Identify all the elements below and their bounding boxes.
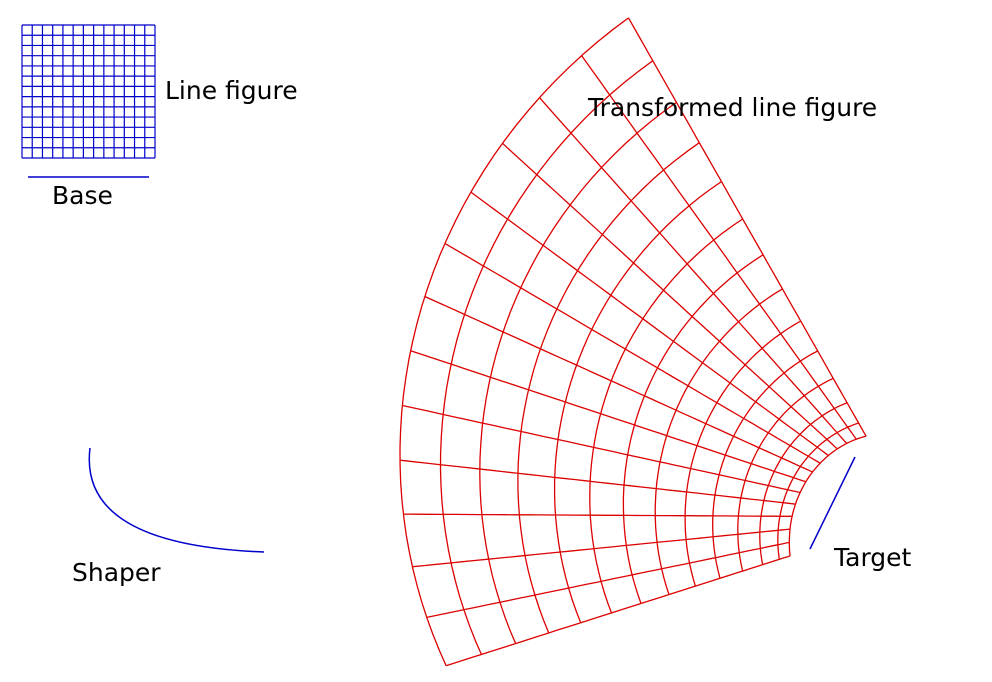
radial-line	[444, 242, 821, 464]
transformed-label: Transformed line figure	[587, 93, 877, 122]
arc-line	[517, 142, 700, 634]
arc-line	[712, 350, 818, 579]
arc-line	[737, 377, 834, 572]
arc-line	[777, 422, 859, 560]
arc-line	[589, 218, 744, 614]
radial-line	[539, 97, 848, 444]
arc-line	[439, 60, 654, 655]
radial-line	[470, 191, 829, 457]
base-label: Base	[52, 181, 113, 210]
radial-line	[410, 350, 807, 483]
radial-line	[412, 528, 791, 568]
radial-line	[426, 541, 790, 619]
radial-line	[399, 459, 796, 505]
shaper-label: Shaper	[72, 558, 161, 587]
arc-line	[759, 402, 848, 565]
arc-line	[654, 288, 783, 595]
line-figure-grid	[21, 24, 156, 159]
arc-line	[622, 254, 764, 604]
radial-line	[581, 55, 857, 440]
radial-line	[402, 404, 801, 494]
arc-line	[684, 320, 802, 587]
radial-line	[424, 295, 813, 473]
arc-line	[553, 181, 722, 623]
target-label: Target	[833, 543, 912, 572]
radial-line	[627, 17, 867, 437]
arc-line	[479, 101, 677, 644]
radial-line	[445, 555, 791, 667]
line-figure-label: Line figure	[165, 76, 298, 105]
radial-line	[502, 142, 838, 450]
target-line	[809, 456, 856, 550]
arc-line	[399, 17, 629, 666]
arc-line	[788, 435, 867, 556]
transformed-grid	[399, 17, 867, 667]
radial-line	[403, 513, 793, 517]
shaper-curve	[88, 447, 265, 553]
